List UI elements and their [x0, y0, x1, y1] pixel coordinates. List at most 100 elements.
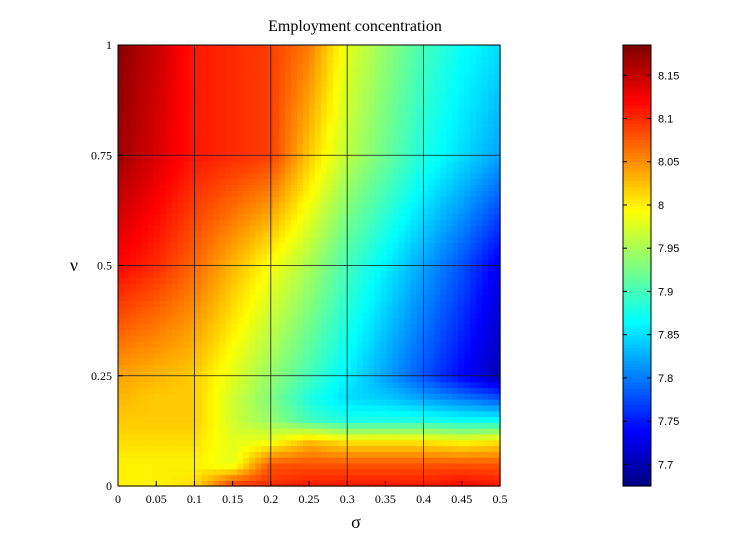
heatmap-cell — [129, 219, 137, 226]
heatmap-cell — [303, 340, 310, 348]
heatmap-cell — [255, 427, 262, 435]
heatmap-cell — [207, 178, 215, 185]
heatmap-cell — [488, 91, 495, 98]
heatmap-cell — [326, 161, 334, 168]
heatmap-cell — [171, 427, 179, 435]
heatmap-cell — [452, 137, 459, 145]
heatmap-cell — [291, 288, 298, 296]
heatmap-cell — [147, 68, 155, 75]
heatmap-cell — [129, 201, 137, 209]
heatmap-cell — [183, 277, 191, 284]
heatmap-cell — [237, 445, 245, 452]
heatmap-cell — [183, 114, 191, 122]
heatmap-cell — [297, 346, 304, 354]
heatmap-cell — [135, 213, 143, 220]
heatmap-cell — [494, 352, 501, 360]
heatmap-cell — [494, 323, 501, 331]
heatmap-cell — [177, 97, 185, 104]
heatmap-cell — [374, 236, 382, 243]
heatmap-cell — [195, 126, 203, 133]
heatmap-cell — [380, 468, 388, 476]
heatmap-cell — [350, 236, 358, 243]
colorbar-segment — [623, 479, 651, 484]
heatmap-cell — [189, 62, 197, 69]
heatmap-cell — [189, 166, 197, 174]
heatmap-cell — [285, 79, 292, 87]
heatmap-cell — [410, 79, 418, 87]
heatmap-cell — [476, 468, 483, 476]
heatmap-cell — [404, 230, 412, 238]
heatmap-cell — [231, 282, 239, 290]
heatmap-cell — [261, 108, 268, 116]
heatmap-cell — [255, 474, 262, 481]
heatmap-cell — [332, 74, 340, 81]
heatmap-cell — [189, 375, 197, 383]
heatmap-cell — [285, 248, 292, 255]
heatmap-cell — [189, 126, 197, 133]
heatmap-cell — [118, 445, 125, 452]
heatmap-cell — [410, 335, 418, 342]
heatmap-cell — [201, 236, 209, 243]
heatmap-cell — [201, 207, 209, 214]
heatmap-cell — [440, 352, 447, 360]
heatmap-cell — [273, 433, 280, 441]
heatmap-cell — [434, 277, 442, 284]
heatmap-cell — [488, 381, 495, 389]
heatmap-cell — [482, 68, 489, 75]
heatmap-cell — [261, 422, 268, 429]
heatmap-cell — [123, 45, 131, 52]
heatmap-cell — [279, 451, 286, 458]
heatmap-cell — [303, 381, 310, 389]
heatmap-cell — [416, 393, 424, 400]
heatmap-cell — [356, 288, 364, 296]
heatmap-cell — [446, 311, 453, 319]
heatmap-cell — [195, 132, 203, 139]
heatmap-cell — [225, 445, 233, 452]
heatmap-cell — [320, 149, 328, 156]
heatmap-cell — [243, 381, 251, 389]
heatmap-cell — [135, 56, 143, 64]
heatmap-cell — [428, 433, 436, 441]
heatmap-cell — [344, 56, 352, 64]
heatmap-cell — [452, 103, 459, 110]
heatmap-cell — [237, 219, 245, 226]
heatmap-cell — [207, 381, 215, 389]
heatmap-cell — [452, 195, 459, 203]
heatmap-cell — [177, 253, 185, 261]
heatmap-cell — [243, 271, 251, 278]
colorbar-segment — [623, 309, 651, 314]
heatmap-cell — [303, 230, 310, 238]
heatmap-cell — [231, 329, 239, 336]
heatmap-cell — [314, 387, 322, 394]
heatmap-cell — [118, 369, 125, 377]
heatmap-cell — [135, 323, 143, 331]
heatmap-cell — [249, 172, 256, 180]
heatmap-cell — [338, 45, 346, 52]
heatmap-cell — [255, 224, 262, 232]
heatmap-cell — [123, 103, 131, 110]
x-tick-label: 0.1 — [187, 492, 202, 506]
heatmap-cell — [356, 108, 364, 116]
x-tick-label: 0 — [115, 492, 121, 506]
heatmap-cell — [285, 85, 292, 93]
heatmap-cell — [434, 149, 442, 156]
heatmap-cell — [458, 422, 465, 429]
heatmap-cell — [249, 242, 256, 249]
heatmap-cell — [171, 445, 179, 452]
heatmap-cell — [374, 155, 382, 162]
heatmap-cell — [344, 393, 352, 400]
heatmap-cell — [129, 375, 137, 383]
heatmap-cell — [147, 416, 155, 423]
heatmap-cell — [153, 114, 161, 122]
heatmap-cell — [416, 329, 424, 336]
heatmap-cell — [309, 416, 316, 423]
heatmap-cell — [207, 410, 215, 418]
heatmap-cell — [482, 108, 489, 116]
heatmap-cell — [129, 126, 137, 133]
heatmap-cell — [165, 271, 173, 278]
heatmap-cell — [464, 103, 471, 110]
heatmap-cell — [386, 178, 394, 185]
heatmap-cell — [434, 68, 442, 75]
heatmap-cell — [350, 288, 358, 296]
heatmap-cell — [410, 172, 418, 180]
